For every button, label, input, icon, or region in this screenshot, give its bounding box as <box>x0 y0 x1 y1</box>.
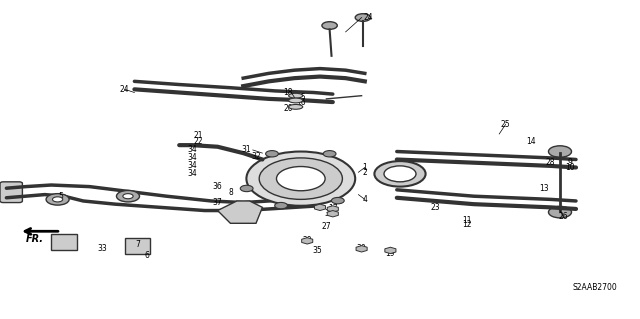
Text: 16: 16 <box>296 98 306 107</box>
Text: 14: 14 <box>526 137 536 146</box>
Ellipse shape <box>289 104 303 109</box>
Text: 9: 9 <box>567 158 572 167</box>
Circle shape <box>266 151 278 157</box>
Text: 34: 34 <box>187 161 197 170</box>
Polygon shape <box>218 201 262 223</box>
Text: 21: 21 <box>194 131 203 140</box>
Text: 18: 18 <box>284 88 292 97</box>
Text: 26: 26 <box>558 212 568 221</box>
Text: 28: 28 <box>546 158 555 167</box>
Text: 24: 24 <box>120 85 130 94</box>
Polygon shape <box>125 238 150 254</box>
Circle shape <box>384 166 416 182</box>
Text: 24: 24 <box>363 13 373 22</box>
Circle shape <box>246 152 355 206</box>
Text: 20: 20 <box>283 104 293 113</box>
Text: 36: 36 <box>212 182 223 191</box>
Circle shape <box>240 185 253 192</box>
Text: 22: 22 <box>194 137 203 146</box>
Ellipse shape <box>289 98 303 103</box>
Text: S2AAB2700: S2AAB2700 <box>573 283 618 292</box>
Circle shape <box>52 197 63 202</box>
Circle shape <box>323 151 336 157</box>
Text: FR.: FR. <box>26 234 44 244</box>
Text: 31: 31 <box>241 145 252 154</box>
Polygon shape <box>51 234 77 250</box>
FancyBboxPatch shape <box>0 182 22 203</box>
Circle shape <box>259 158 342 199</box>
Text: 17: 17 <box>328 204 338 213</box>
Text: 29: 29 <box>302 236 312 245</box>
Text: 32: 32 <box>251 152 261 161</box>
Text: 34: 34 <box>187 145 197 154</box>
Text: 7: 7 <box>135 240 140 249</box>
Text: 13: 13 <box>539 184 549 193</box>
Ellipse shape <box>289 93 303 98</box>
Text: 2: 2 <box>362 168 367 177</box>
Text: 37: 37 <box>212 198 223 207</box>
Text: 3: 3 <box>324 209 329 218</box>
Circle shape <box>332 197 344 204</box>
Text: 23: 23 <box>430 203 440 212</box>
Text: 1: 1 <box>362 163 367 172</box>
Text: 5: 5 <box>58 192 63 201</box>
Circle shape <box>275 203 287 209</box>
Circle shape <box>276 167 325 191</box>
Text: 25: 25 <box>500 120 511 129</box>
Circle shape <box>46 194 69 205</box>
Text: 11: 11 <box>463 216 472 225</box>
Text: 12: 12 <box>463 220 472 229</box>
Text: 33: 33 <box>97 244 108 253</box>
Circle shape <box>116 190 140 202</box>
Circle shape <box>355 14 371 21</box>
Circle shape <box>548 206 572 218</box>
Text: 27: 27 <box>321 222 332 231</box>
Text: 34: 34 <box>187 153 197 162</box>
Circle shape <box>374 161 426 187</box>
Text: 30: 30 <box>356 244 367 253</box>
Text: 4: 4 <box>362 195 367 204</box>
Text: 15: 15 <box>296 93 306 102</box>
Circle shape <box>123 194 133 199</box>
Text: 6: 6 <box>145 251 150 260</box>
Circle shape <box>548 146 572 157</box>
Text: 8: 8 <box>228 189 233 197</box>
Text: 19: 19 <box>385 249 396 258</box>
Text: 10: 10 <box>564 163 575 172</box>
Text: 34: 34 <box>187 169 197 178</box>
Text: 35: 35 <box>312 246 322 255</box>
Circle shape <box>322 22 337 29</box>
